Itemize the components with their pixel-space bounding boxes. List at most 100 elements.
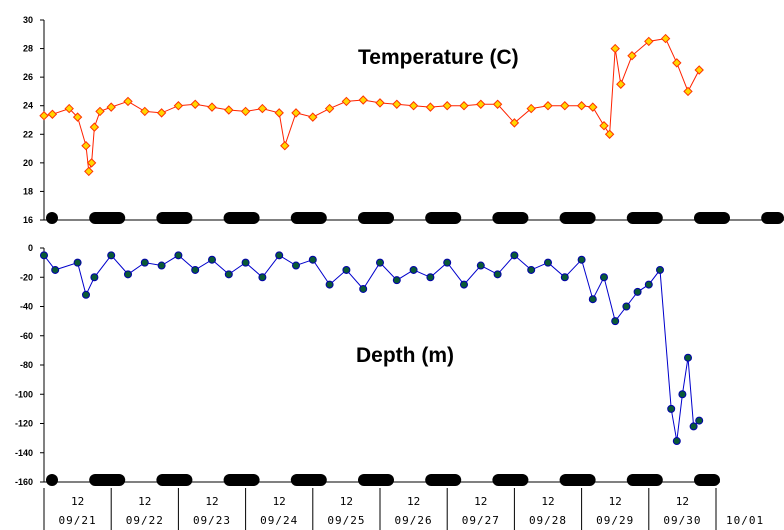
- temperature-point: [207, 102, 217, 112]
- temperature-y-tick-label: 16: [23, 215, 33, 225]
- date-tick-label: 09/28: [529, 514, 567, 527]
- temperature-night-bar: [694, 212, 730, 224]
- temperature-point: [72, 112, 83, 122]
- temperature-point: [616, 79, 626, 89]
- temperature-y-tick-label: 22: [23, 129, 33, 139]
- depth-point: [325, 280, 334, 289]
- depth-y-tick-label: -120: [15, 419, 33, 429]
- temperature-point: [543, 101, 553, 111]
- temperature-point: [341, 96, 352, 107]
- depth-y-tick-label: -40: [20, 302, 33, 312]
- depth-panel: 0 -20 -40 -60 -80 -100 -120 -140 -160 Depth (m): [15, 243, 720, 487]
- hour-tick-label: 12: [71, 495, 84, 508]
- depth-y-tick-label: -160: [15, 477, 33, 487]
- depth-point: [684, 353, 692, 362]
- depth-point: [157, 261, 166, 270]
- depth-point: [191, 265, 200, 274]
- depth-point: [140, 258, 149, 267]
- depth-y-tick-label: -80: [20, 360, 33, 370]
- temperature-point: [599, 121, 609, 131]
- temperature-night-bar: [156, 212, 193, 224]
- date-tick-label: 09/29: [596, 514, 634, 527]
- temperature-point: [89, 122, 100, 132]
- depth-y-tick-label: 0: [28, 243, 33, 253]
- depth-point: [611, 317, 620, 326]
- depth-point: [588, 295, 597, 304]
- depth-point: [667, 404, 676, 413]
- depth-point: [224, 270, 233, 279]
- depth-point: [560, 273, 569, 282]
- depth-point: [82, 290, 90, 299]
- temperature-point: [95, 106, 105, 117]
- depth-point: [174, 251, 183, 260]
- depth-y-ticks: 0 -20 -40 -60 -80 -100 -120 -140 -160: [15, 243, 44, 487]
- temperature-y-tick-label: 26: [23, 72, 33, 82]
- depth-point: [600, 273, 608, 282]
- temperature-night-bar: [46, 212, 58, 224]
- depth-night-bar: [626, 474, 663, 486]
- depth-point: [275, 251, 284, 260]
- temperature-point: [526, 103, 536, 114]
- temperature-point: [644, 36, 654, 47]
- temperature-point: [106, 102, 116, 112]
- hour-tick-label: 12: [474, 495, 487, 508]
- depth-point: [644, 280, 653, 289]
- depth-night-bar: [358, 474, 394, 486]
- hour-tick-label: 12: [407, 495, 420, 508]
- depth-y-tick-label: -100: [15, 389, 33, 399]
- temperature-y-tick-label: 20: [23, 158, 33, 168]
- depth-series: [40, 251, 704, 446]
- hour-tick-label: 12: [541, 495, 554, 508]
- depth-point: [342, 265, 351, 274]
- date-tick-label: 09/24: [260, 514, 298, 527]
- depth-night-bars: [46, 474, 720, 486]
- depth-point: [208, 255, 216, 264]
- depth-point: [689, 422, 698, 431]
- date-tick-label: 09/26: [395, 514, 433, 527]
- depth-night-bar: [425, 474, 462, 486]
- depth-point: [90, 273, 99, 282]
- temperature-night-bar: [761, 212, 784, 224]
- depth-y-tick-label: -20: [20, 272, 33, 282]
- depth-point: [308, 255, 317, 264]
- temperature-point: [560, 101, 570, 111]
- temperature-point: [476, 99, 486, 109]
- temperature-point: [156, 108, 167, 118]
- temperature-point: [257, 103, 268, 114]
- depth-point: [107, 251, 116, 260]
- temperature-point: [660, 33, 671, 44]
- hour-tick-label: 12: [273, 495, 286, 508]
- temperature-night-bar: [89, 212, 126, 224]
- temperature-panel: 30 28 26 24 22 20 18 16 Temperature (C): [23, 15, 784, 225]
- temperature-point: [509, 118, 520, 128]
- temperature-point: [190, 99, 200, 109]
- temperature-point: [683, 86, 693, 97]
- temperature-night-bar: [223, 212, 260, 224]
- hour-tick-label: 12: [609, 495, 622, 508]
- depth-point: [510, 251, 519, 260]
- temperature-night-bar: [358, 212, 394, 224]
- depth-point: [656, 265, 664, 274]
- depth-y-tick-label: -60: [20, 331, 33, 341]
- temperature-point: [173, 101, 184, 111]
- depth-point: [241, 258, 250, 267]
- depth-point: [672, 437, 681, 446]
- temperature-point: [672, 58, 682, 68]
- temperature-night-bar: [425, 212, 462, 224]
- date-tick-label: 09/23: [193, 514, 231, 527]
- depth-point: [409, 265, 418, 274]
- depth-point: [622, 302, 631, 311]
- temperature-point: [358, 95, 368, 105]
- depth-y-tick-label: -140: [15, 448, 33, 458]
- temperature-point: [588, 102, 598, 112]
- depth-point: [527, 265, 536, 274]
- temperature-night-bar: [290, 212, 327, 224]
- depth-point: [678, 390, 687, 399]
- date-axis: 12 09/21 12 09/22 12 09/23 12 09/24 12 09/25 12 09/…: [43, 488, 763, 530]
- temperature-point: [610, 43, 620, 54]
- temperature-y-tick-label: 28: [23, 44, 33, 54]
- temperature-point: [694, 65, 704, 75]
- temperature-point: [442, 101, 452, 111]
- temperature-point: [274, 108, 284, 118]
